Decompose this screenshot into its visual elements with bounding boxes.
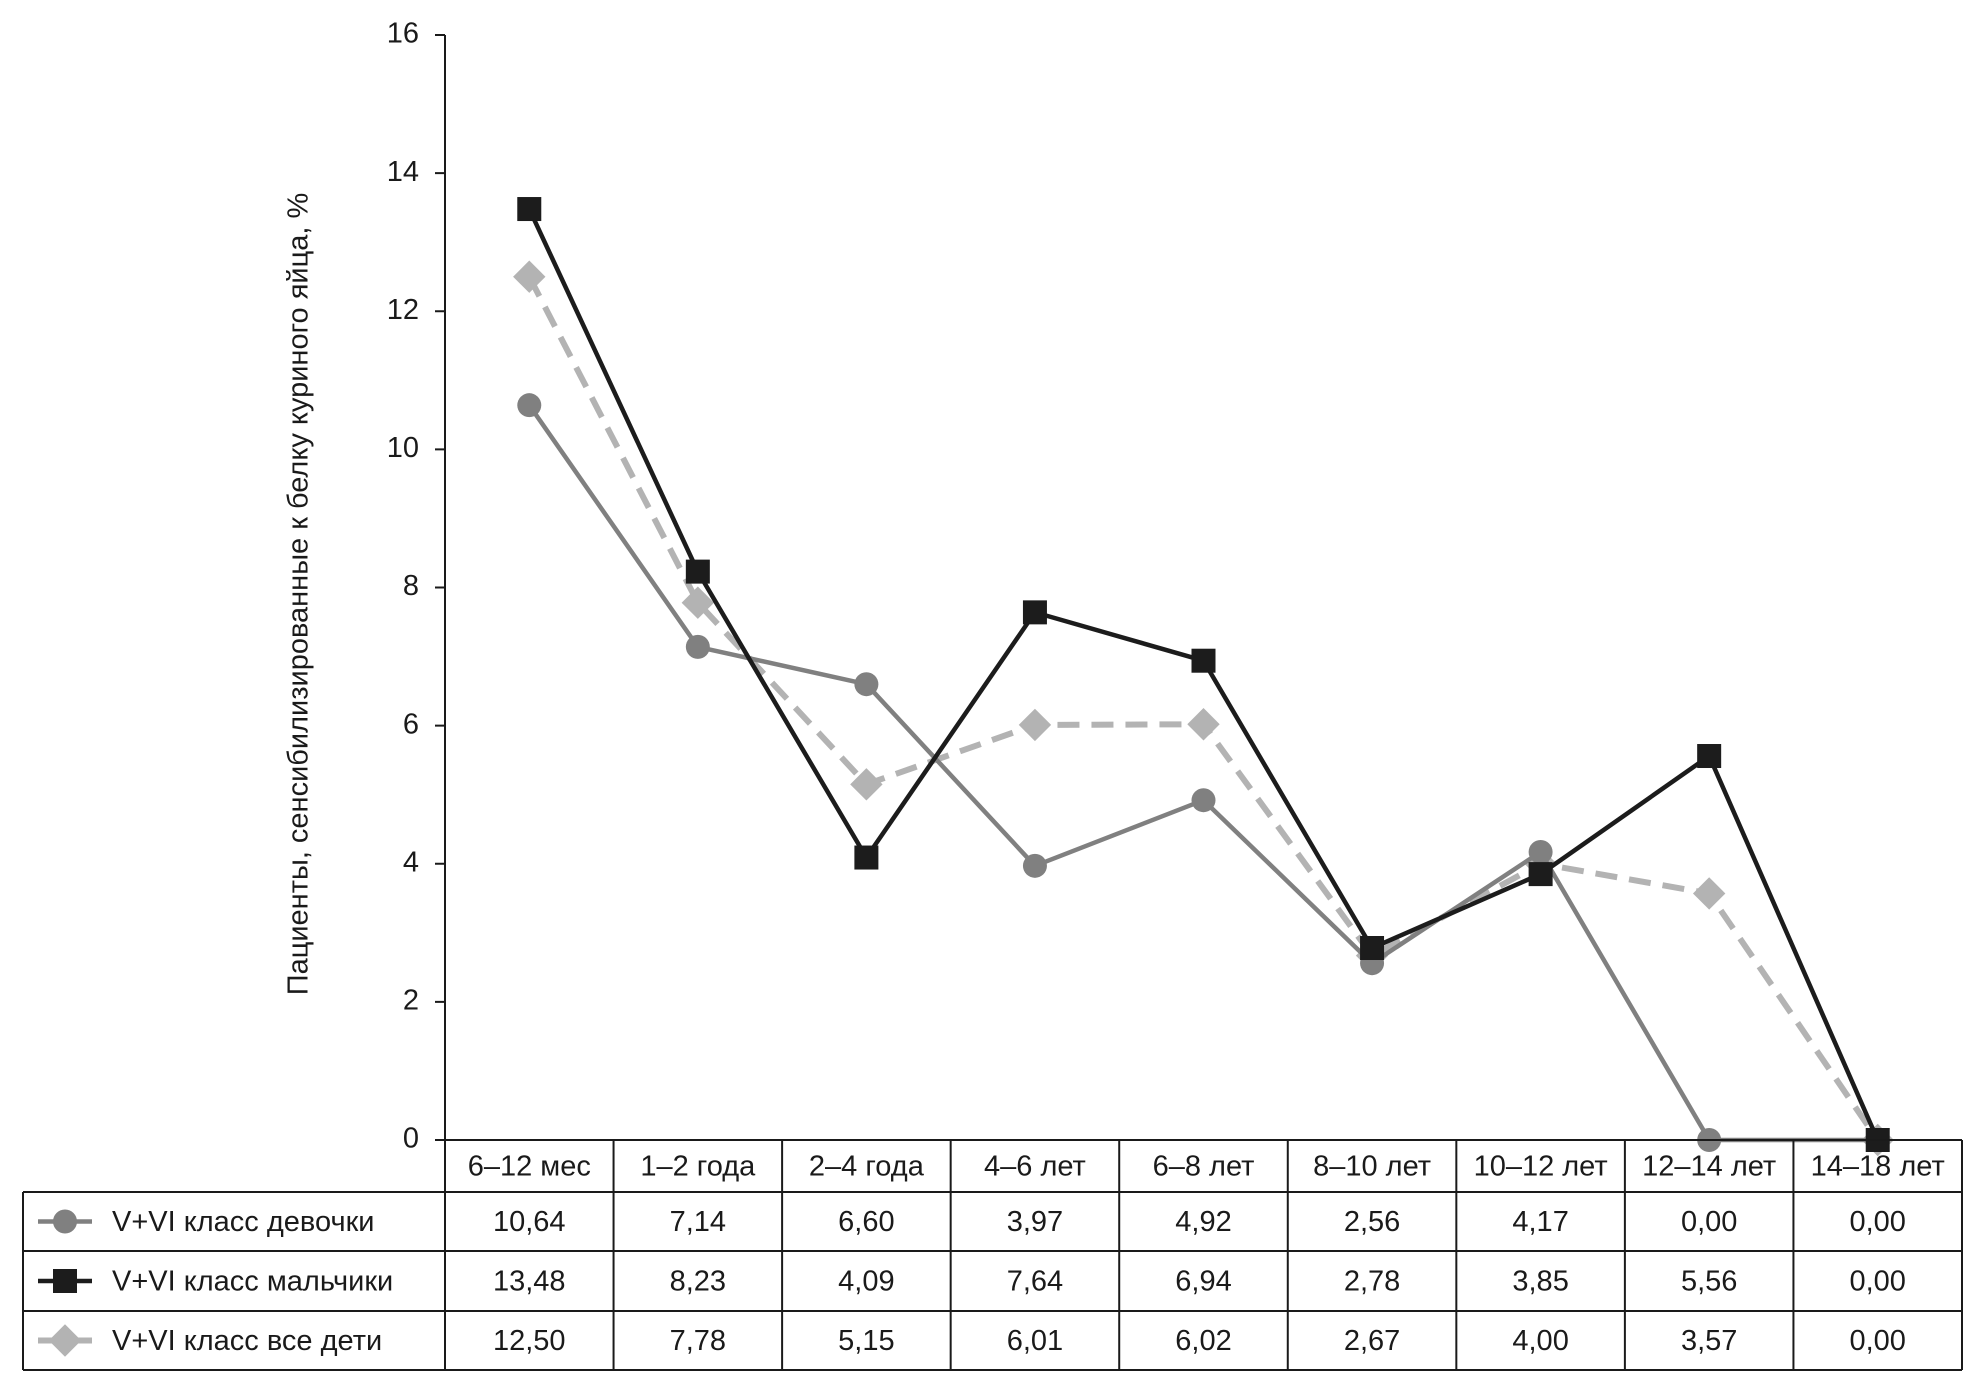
series-line xyxy=(527,403,1878,1143)
table-value: 0,00 xyxy=(1849,1206,1905,1238)
marker xyxy=(1528,840,1553,865)
table-value: 6,60 xyxy=(838,1206,894,1238)
table-value: 4,00 xyxy=(1512,1325,1568,1357)
marker xyxy=(1692,877,1726,910)
table-value: 4,92 xyxy=(1175,1206,1231,1238)
table-value: 4,17 xyxy=(1512,1206,1568,1238)
y-tick-label: 4 xyxy=(403,846,419,878)
marker xyxy=(685,634,710,659)
legend-label: V+VI класс все дети xyxy=(112,1325,382,1357)
marker xyxy=(1187,708,1220,741)
marker xyxy=(513,260,546,293)
legend-marker xyxy=(53,1269,77,1293)
y-tick-label: 14 xyxy=(387,156,419,188)
x-tick-label: 8–10 лет xyxy=(1313,1151,1431,1183)
y-tick-label: 8 xyxy=(403,570,419,602)
table-value: 0,00 xyxy=(1849,1325,1905,1357)
table-value: 8,23 xyxy=(670,1266,726,1298)
marker xyxy=(1528,862,1553,887)
y-tick-label: 10 xyxy=(387,432,419,464)
x-tick-label: 1–2 года xyxy=(640,1151,756,1183)
x-tick-label: 6–8 лет xyxy=(1153,1151,1255,1183)
marker xyxy=(1191,648,1216,673)
table-value: 12,50 xyxy=(493,1325,566,1357)
table-value: 7,64 xyxy=(1007,1266,1063,1298)
x-tick-label: 12–14 лет xyxy=(1642,1151,1776,1183)
table-value: 6,01 xyxy=(1007,1325,1063,1357)
x-tick-label: 4–6 лет xyxy=(984,1151,1086,1183)
marker xyxy=(854,845,879,870)
y-tick-label: 2 xyxy=(403,985,419,1017)
y-tick-label: 12 xyxy=(387,294,419,326)
marker xyxy=(681,586,715,619)
marker xyxy=(517,197,542,222)
marker xyxy=(685,559,710,584)
marker xyxy=(1697,744,1722,769)
x-tick-label: 2–4 года xyxy=(809,1151,925,1183)
marker xyxy=(1022,600,1047,625)
y-axis-label: Пациенты, сенсибилизированные к белку ку… xyxy=(283,193,315,995)
table-value: 7,78 xyxy=(670,1325,726,1357)
marker xyxy=(1018,708,1052,742)
marker xyxy=(850,768,883,801)
x-tick-label: 14–18 лет xyxy=(1811,1151,1945,1183)
legend-label: V+VI класс девочки xyxy=(112,1206,374,1238)
table-value: 2,67 xyxy=(1344,1325,1400,1357)
marker xyxy=(517,393,542,418)
table-value: 7,14 xyxy=(670,1206,726,1238)
marker xyxy=(1191,788,1216,813)
table-value: 3,85 xyxy=(1512,1266,1568,1298)
x-tick-label: 10–12 лет xyxy=(1474,1151,1608,1183)
table-value: 3,97 xyxy=(1007,1206,1063,1238)
table-value: 10,64 xyxy=(493,1206,566,1238)
marker xyxy=(854,672,879,697)
y-tick-label: 6 xyxy=(403,708,419,740)
legend-label: V+VI класс мальчики xyxy=(112,1266,393,1298)
table-value: 3,57 xyxy=(1681,1325,1737,1357)
table-value: 13,48 xyxy=(493,1266,566,1298)
y-tick-label: 0 xyxy=(403,1123,419,1155)
table-value: 4,09 xyxy=(838,1266,894,1298)
table-value: 0,00 xyxy=(1681,1206,1737,1238)
table-value: 2,56 xyxy=(1344,1206,1400,1238)
x-tick-label: 6–12 мес xyxy=(468,1151,591,1183)
table-value: 6,94 xyxy=(1175,1266,1231,1298)
table-value: 6,02 xyxy=(1175,1325,1231,1357)
table-value: 2,78 xyxy=(1344,1266,1400,1298)
marker xyxy=(1360,936,1385,961)
table-value: 0,00 xyxy=(1849,1266,1905,1298)
marker xyxy=(1022,853,1047,878)
legend-marker xyxy=(53,1209,77,1234)
table-value: 5,56 xyxy=(1681,1266,1737,1298)
series-line xyxy=(527,208,1880,1141)
y-tick-label: 16 xyxy=(387,18,419,50)
legend-marker xyxy=(48,1324,82,1357)
table-value: 5,15 xyxy=(838,1325,894,1357)
